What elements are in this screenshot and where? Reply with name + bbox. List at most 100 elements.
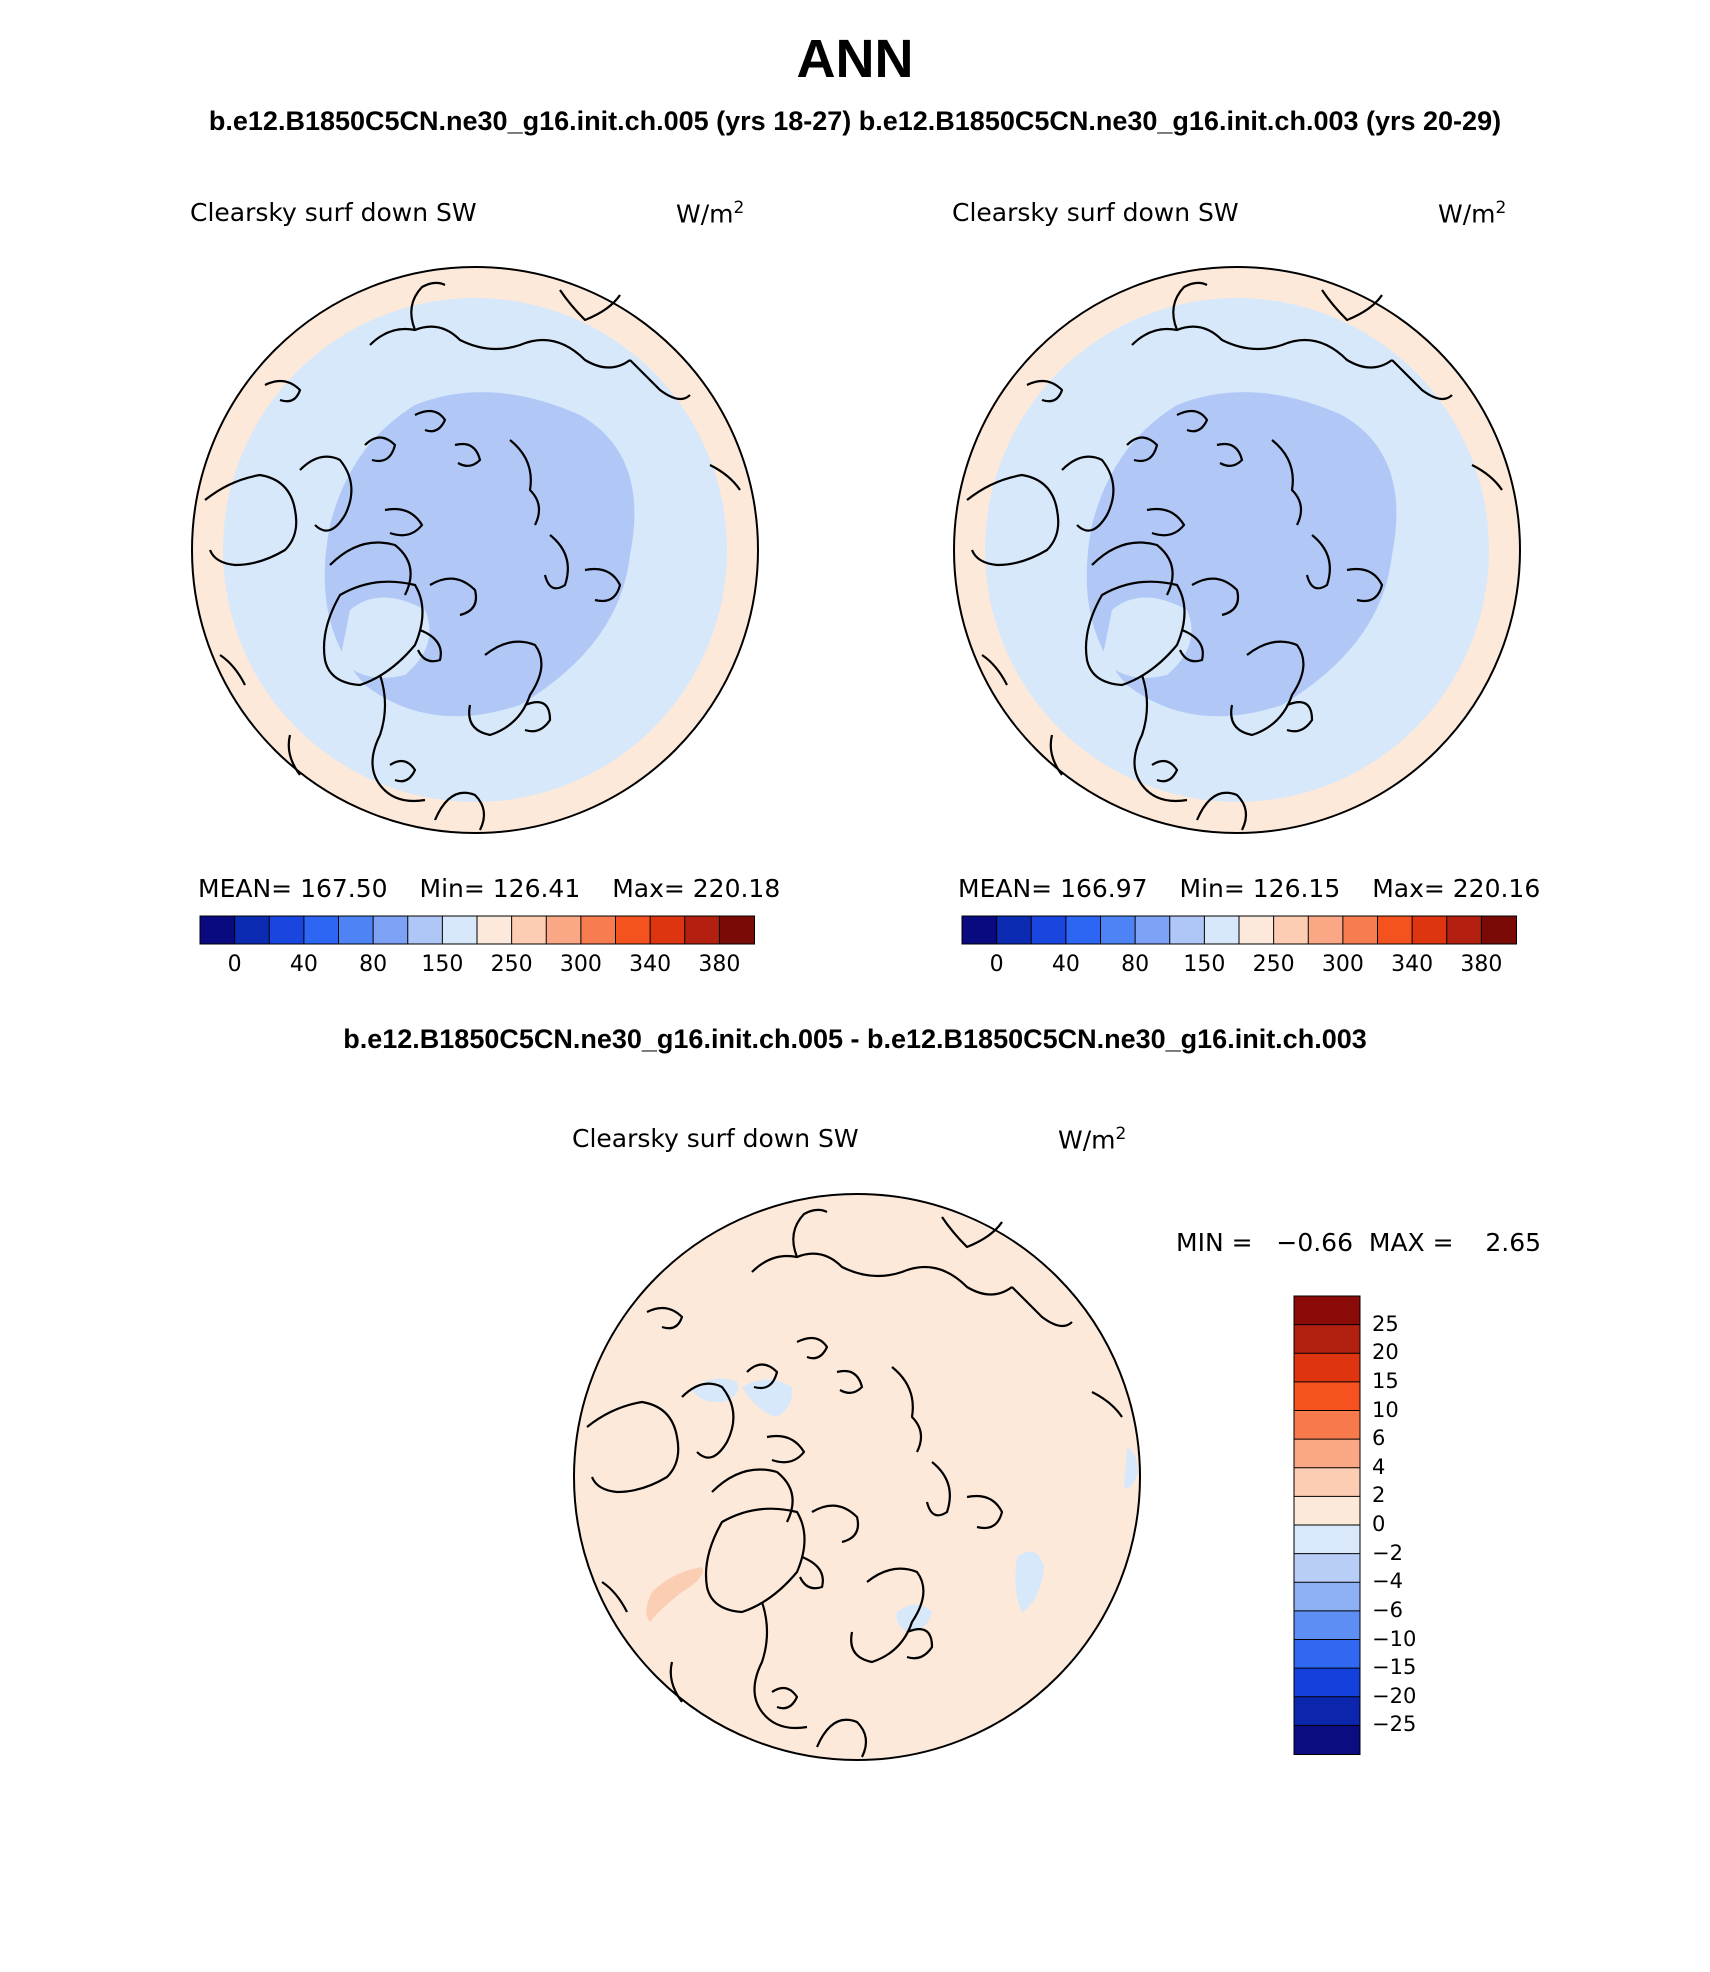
colorbar-box [718, 915, 756, 945]
diff-colorbar-tick-label: −2 [1372, 1540, 1403, 1565]
diff-panel-label: Clearsky surf down SW [572, 1124, 859, 1153]
colorbar-tick-label: 0 [989, 952, 1004, 977]
colorbar-box [615, 915, 652, 945]
colorbar-tick-label: 40 [1051, 952, 1080, 977]
colorbar-box [407, 915, 444, 945]
diff-colorbar-box [1293, 1495, 1361, 1527]
diff-colorbar-tick-label: 0 [1372, 1512, 1386, 1536]
colorbar-box [1065, 915, 1102, 945]
diff-colorbar-box [1293, 1438, 1361, 1469]
panel-2-map [953, 266, 1521, 834]
diff-colorbar-box [1293, 1295, 1361, 1326]
colorbar-box [1307, 915, 1344, 945]
diff-colorbar-tick-label: −15 [1372, 1655, 1417, 1680]
colorbar-tick-label: 300 [559, 952, 602, 977]
colorbar-box [234, 915, 271, 945]
colorbar-box [1342, 915, 1379, 945]
panel-2-label: Clearsky surf down SW [952, 198, 1239, 227]
case-titles: b.e12.B1850C5CN.ne30_g16.init.ch.005 (yr… [208, 106, 1502, 136]
diff-colorbar-tick-label: 20 [1372, 1340, 1399, 1365]
diff-colorbar-box [1293, 1352, 1361, 1383]
diff-map [573, 1193, 1141, 1761]
colorbar-box [511, 915, 548, 945]
diff-colorbar-tick-label: −4 [1372, 1569, 1403, 1594]
panel-2-units: W/m2 [1438, 198, 1507, 229]
colorbar-tick-label: 250 [1252, 952, 1295, 977]
diff-colorbar-tick-label: 25 [1372, 1311, 1399, 1336]
colorbar-box [372, 915, 409, 945]
page-title: ANN [796, 29, 914, 89]
colorbar-box [1238, 915, 1275, 945]
colorbar-box [199, 915, 236, 945]
diff-colorbar-box [1293, 1696, 1361, 1727]
colorbar-box [1134, 915, 1171, 945]
colorbar-box [684, 915, 721, 945]
panel-1-max: Max= 220.18 [612, 874, 781, 903]
colorbar-tick-label: 380 [1460, 952, 1503, 977]
panel-1-min: Min= 126.41 [419, 874, 581, 903]
colorbar-tick-label: 340 [1391, 952, 1434, 977]
diff-colorbar-tick-label: −10 [1372, 1626, 1417, 1651]
diff-colorbar-tick-label: 6 [1372, 1426, 1386, 1451]
colorbar-box [1480, 915, 1518, 945]
colorbar-tick-label: 340 [629, 952, 672, 977]
colorbar-box [580, 915, 617, 945]
panel-1-map [191, 266, 759, 834]
diff-title: b.e12.B1850C5CN.ne30_g16.init.ch.005 - b… [343, 1024, 1367, 1054]
colorbar-tick-label: 300 [1321, 952, 1364, 977]
diff-colorbar-box [1293, 1324, 1361, 1355]
diff-colorbar-box [1293, 1410, 1361, 1441]
colorbar-box [1377, 915, 1414, 945]
panel-1-mean: MEAN= 167.50 [198, 874, 388, 903]
panel-2-mean: MEAN= 166.97 [958, 874, 1148, 903]
diff-panel-units: W/m2 [1058, 1124, 1127, 1155]
diff-colorbar-tick-label: 4 [1372, 1454, 1386, 1479]
diff-colorbar-box [1293, 1724, 1361, 1756]
diff-colorbar-tick-label: 2 [1372, 1483, 1386, 1508]
diff-colorbar-box [1293, 1581, 1361, 1612]
diff-colorbar-tick-label: −6 [1372, 1597, 1403, 1622]
diff-minmax: MIN = −0.66 MAX = 2.65 [1176, 1228, 1542, 1257]
panel-1-label: Clearsky surf down SW [190, 198, 477, 227]
colorbar-box [1203, 915, 1241, 945]
diff-colorbar [1293, 1295, 1361, 1756]
colorbar-box [338, 915, 375, 945]
colorbar-box [1446, 915, 1483, 945]
colorbar-tick-label: 80 [359, 952, 388, 977]
colorbar-box [476, 915, 513, 945]
panel-2-stats: MEAN= 166.97 Min= 126.15 Max= 220.16 [958, 874, 1564, 903]
panel-2-min: Min= 126.15 [1179, 874, 1341, 903]
panel-1-stats: MEAN= 167.50 Min= 126.41 Max= 220.18 [198, 874, 804, 903]
colorbar-tick-label: 150 [1183, 952, 1226, 977]
colorbar-tick-label: 80 [1121, 952, 1150, 977]
colorbar-tick-label: 380 [698, 952, 741, 977]
colorbar-box [996, 915, 1033, 945]
diff-colorbar-tick-label: −20 [1372, 1683, 1417, 1708]
colorbar-box [441, 915, 479, 945]
panel-1-colorbar [199, 915, 756, 945]
diff-colorbar-tick-label: 15 [1372, 1368, 1399, 1393]
diff-colorbar-box [1293, 1524, 1361, 1555]
colorbar-box [545, 915, 582, 945]
diff-colorbar-box [1293, 1639, 1361, 1670]
colorbar-box [1100, 915, 1137, 945]
colorbar-box [1169, 915, 1206, 945]
colorbar-box [1273, 915, 1310, 945]
diff-colorbar-box [1293, 1467, 1361, 1498]
colorbar-tick-label: 250 [490, 952, 533, 977]
panel-2-max: Max= 220.16 [1372, 874, 1541, 903]
diff-colorbar-tick-label: −25 [1372, 1712, 1417, 1737]
colorbar-box [1411, 915, 1448, 945]
colorbar-box [649, 915, 686, 945]
colorbar-tick-label: 40 [289, 952, 318, 977]
panel-1-units: W/m2 [676, 198, 745, 229]
colorbar-box [303, 915, 340, 945]
diff-colorbar-box [1293, 1667, 1361, 1698]
colorbar-box [961, 915, 998, 945]
diff-colorbar-box [1293, 1381, 1361, 1412]
diff-colorbar-tick-label: 10 [1372, 1397, 1399, 1422]
colorbar-tick-label: 0 [227, 952, 242, 977]
colorbar-box [1030, 915, 1067, 945]
colorbar-tick-label: 150 [421, 952, 464, 977]
diff-colorbar-box [1293, 1610, 1361, 1641]
